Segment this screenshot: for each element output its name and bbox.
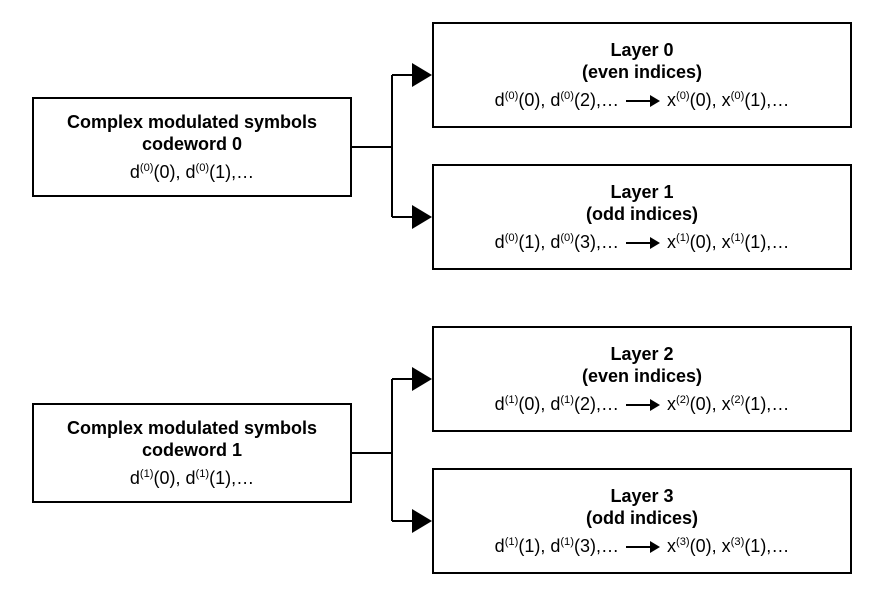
layer-1-mapping: d(0)(1), d(0)(3),… x(1)(0), x(1)(1),… <box>442 232 842 254</box>
codeword-1-title-1: Complex modulated symbols <box>42 417 342 440</box>
codeword-0-sequence: d(0)(0), d(0)(1),… <box>42 162 342 184</box>
layer-3-mapping: d(1)(1), d(1)(3),… x(3)(0), x(3)(1),… <box>442 536 842 558</box>
codeword-0-title-1: Complex modulated symbols <box>42 111 342 134</box>
codeword-1-title-2: codeword 1 <box>42 439 342 462</box>
layer-0-title-2: (even indices) <box>442 61 842 84</box>
layer-3-title-1: Layer 3 <box>442 485 842 508</box>
layer-3-title-2: (odd indices) <box>442 507 842 530</box>
layer-0-mapping: d(0)(0), d(0)(2),… x(0)(0), x(0)(1),… <box>442 90 842 112</box>
codeword-0-title-2: codeword 0 <box>42 133 342 156</box>
codeword-0-box: Complex modulated symbols codeword 0 d(0… <box>32 97 352 197</box>
layer-1-title-1: Layer 1 <box>442 181 842 204</box>
arrow-icon <box>626 398 660 412</box>
arrow-icon <box>626 540 660 554</box>
arrow-icon <box>626 236 660 250</box>
layer-1-box: Layer 1 (odd indices) d(0)(1), d(0)(3),…… <box>432 164 852 270</box>
layer-2-mapping: d(1)(0), d(1)(2),… x(2)(0), x(2)(1),… <box>442 394 842 416</box>
arrow-icon <box>626 94 660 108</box>
layer-0-box: Layer 0 (even indices) d(0)(0), d(0)(2),… <box>432 22 852 128</box>
layer-2-title-1: Layer 2 <box>442 343 842 366</box>
layer-2-title-2: (even indices) <box>442 365 842 388</box>
connector-codeword-1 <box>352 379 430 521</box>
codeword-1-box: Complex modulated symbols codeword 1 d(1… <box>32 403 352 503</box>
connector-codeword-0 <box>352 75 430 217</box>
layer-1-title-2: (odd indices) <box>442 203 842 226</box>
layer-3-box: Layer 3 (odd indices) d(1)(1), d(1)(3),…… <box>432 468 852 574</box>
layer-2-box: Layer 2 (even indices) d(1)(0), d(1)(2),… <box>432 326 852 432</box>
layer-0-title-1: Layer 0 <box>442 39 842 62</box>
codeword-1-sequence: d(1)(0), d(1)(1),… <box>42 468 342 490</box>
